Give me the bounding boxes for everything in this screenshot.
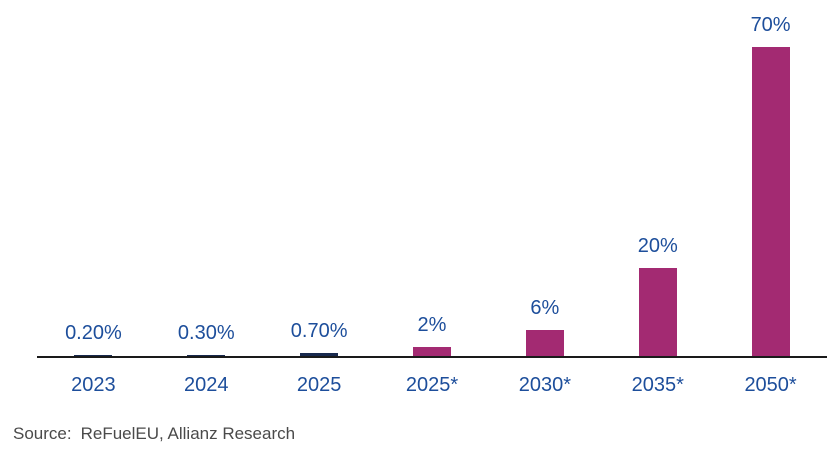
bar [74, 355, 113, 356]
source-text: ReFuelEU, Allianz Research [80, 424, 296, 443]
x-tick-label: 2025* [405, 374, 459, 396]
bar-column: 70% [714, 0, 827, 356]
value-label: 20% [637, 235, 678, 257]
x-tick-label: 2023 [71, 374, 116, 396]
x-tick-label: 2025 [296, 374, 342, 396]
x-axis-labels: 2023 2024 2025 2025* 2030* 2035* 2050* [37, 373, 827, 397]
source-line: Source: ReFuelEU, Allianz Research [13, 423, 295, 445]
bar [638, 268, 677, 356]
bar-column: 0.30% [150, 0, 263, 356]
x-axis-line [37, 356, 827, 358]
bar [413, 347, 451, 356]
plot-area: 0.20% 0.30% 0.70% 2% 6% 20% 70% [37, 0, 827, 356]
bar-column: 0.70% [263, 0, 376, 356]
source-prefix: Source: [13, 424, 72, 443]
x-tick-label: 2030* [518, 374, 571, 396]
bar-column: 0.20% [37, 0, 150, 356]
bar-column: 6% [488, 0, 601, 356]
bar [751, 47, 790, 356]
bar-column: 20% [601, 0, 714, 356]
x-tick-label: 2024 [184, 374, 229, 396]
value-label: 0.20% [65, 322, 122, 344]
bar [187, 355, 226, 356]
value-label: 0.30% [177, 322, 235, 344]
value-label: 2% [417, 314, 447, 336]
bar-column: 2% [376, 0, 489, 356]
value-label: 70% [750, 14, 791, 36]
x-tick-label: 2035* [631, 374, 684, 396]
value-label: 6% [530, 297, 560, 319]
x-tick-label: 2050* [744, 374, 797, 396]
bar [525, 330, 564, 356]
bar [300, 353, 339, 356]
value-label: 0.70% [290, 320, 348, 342]
